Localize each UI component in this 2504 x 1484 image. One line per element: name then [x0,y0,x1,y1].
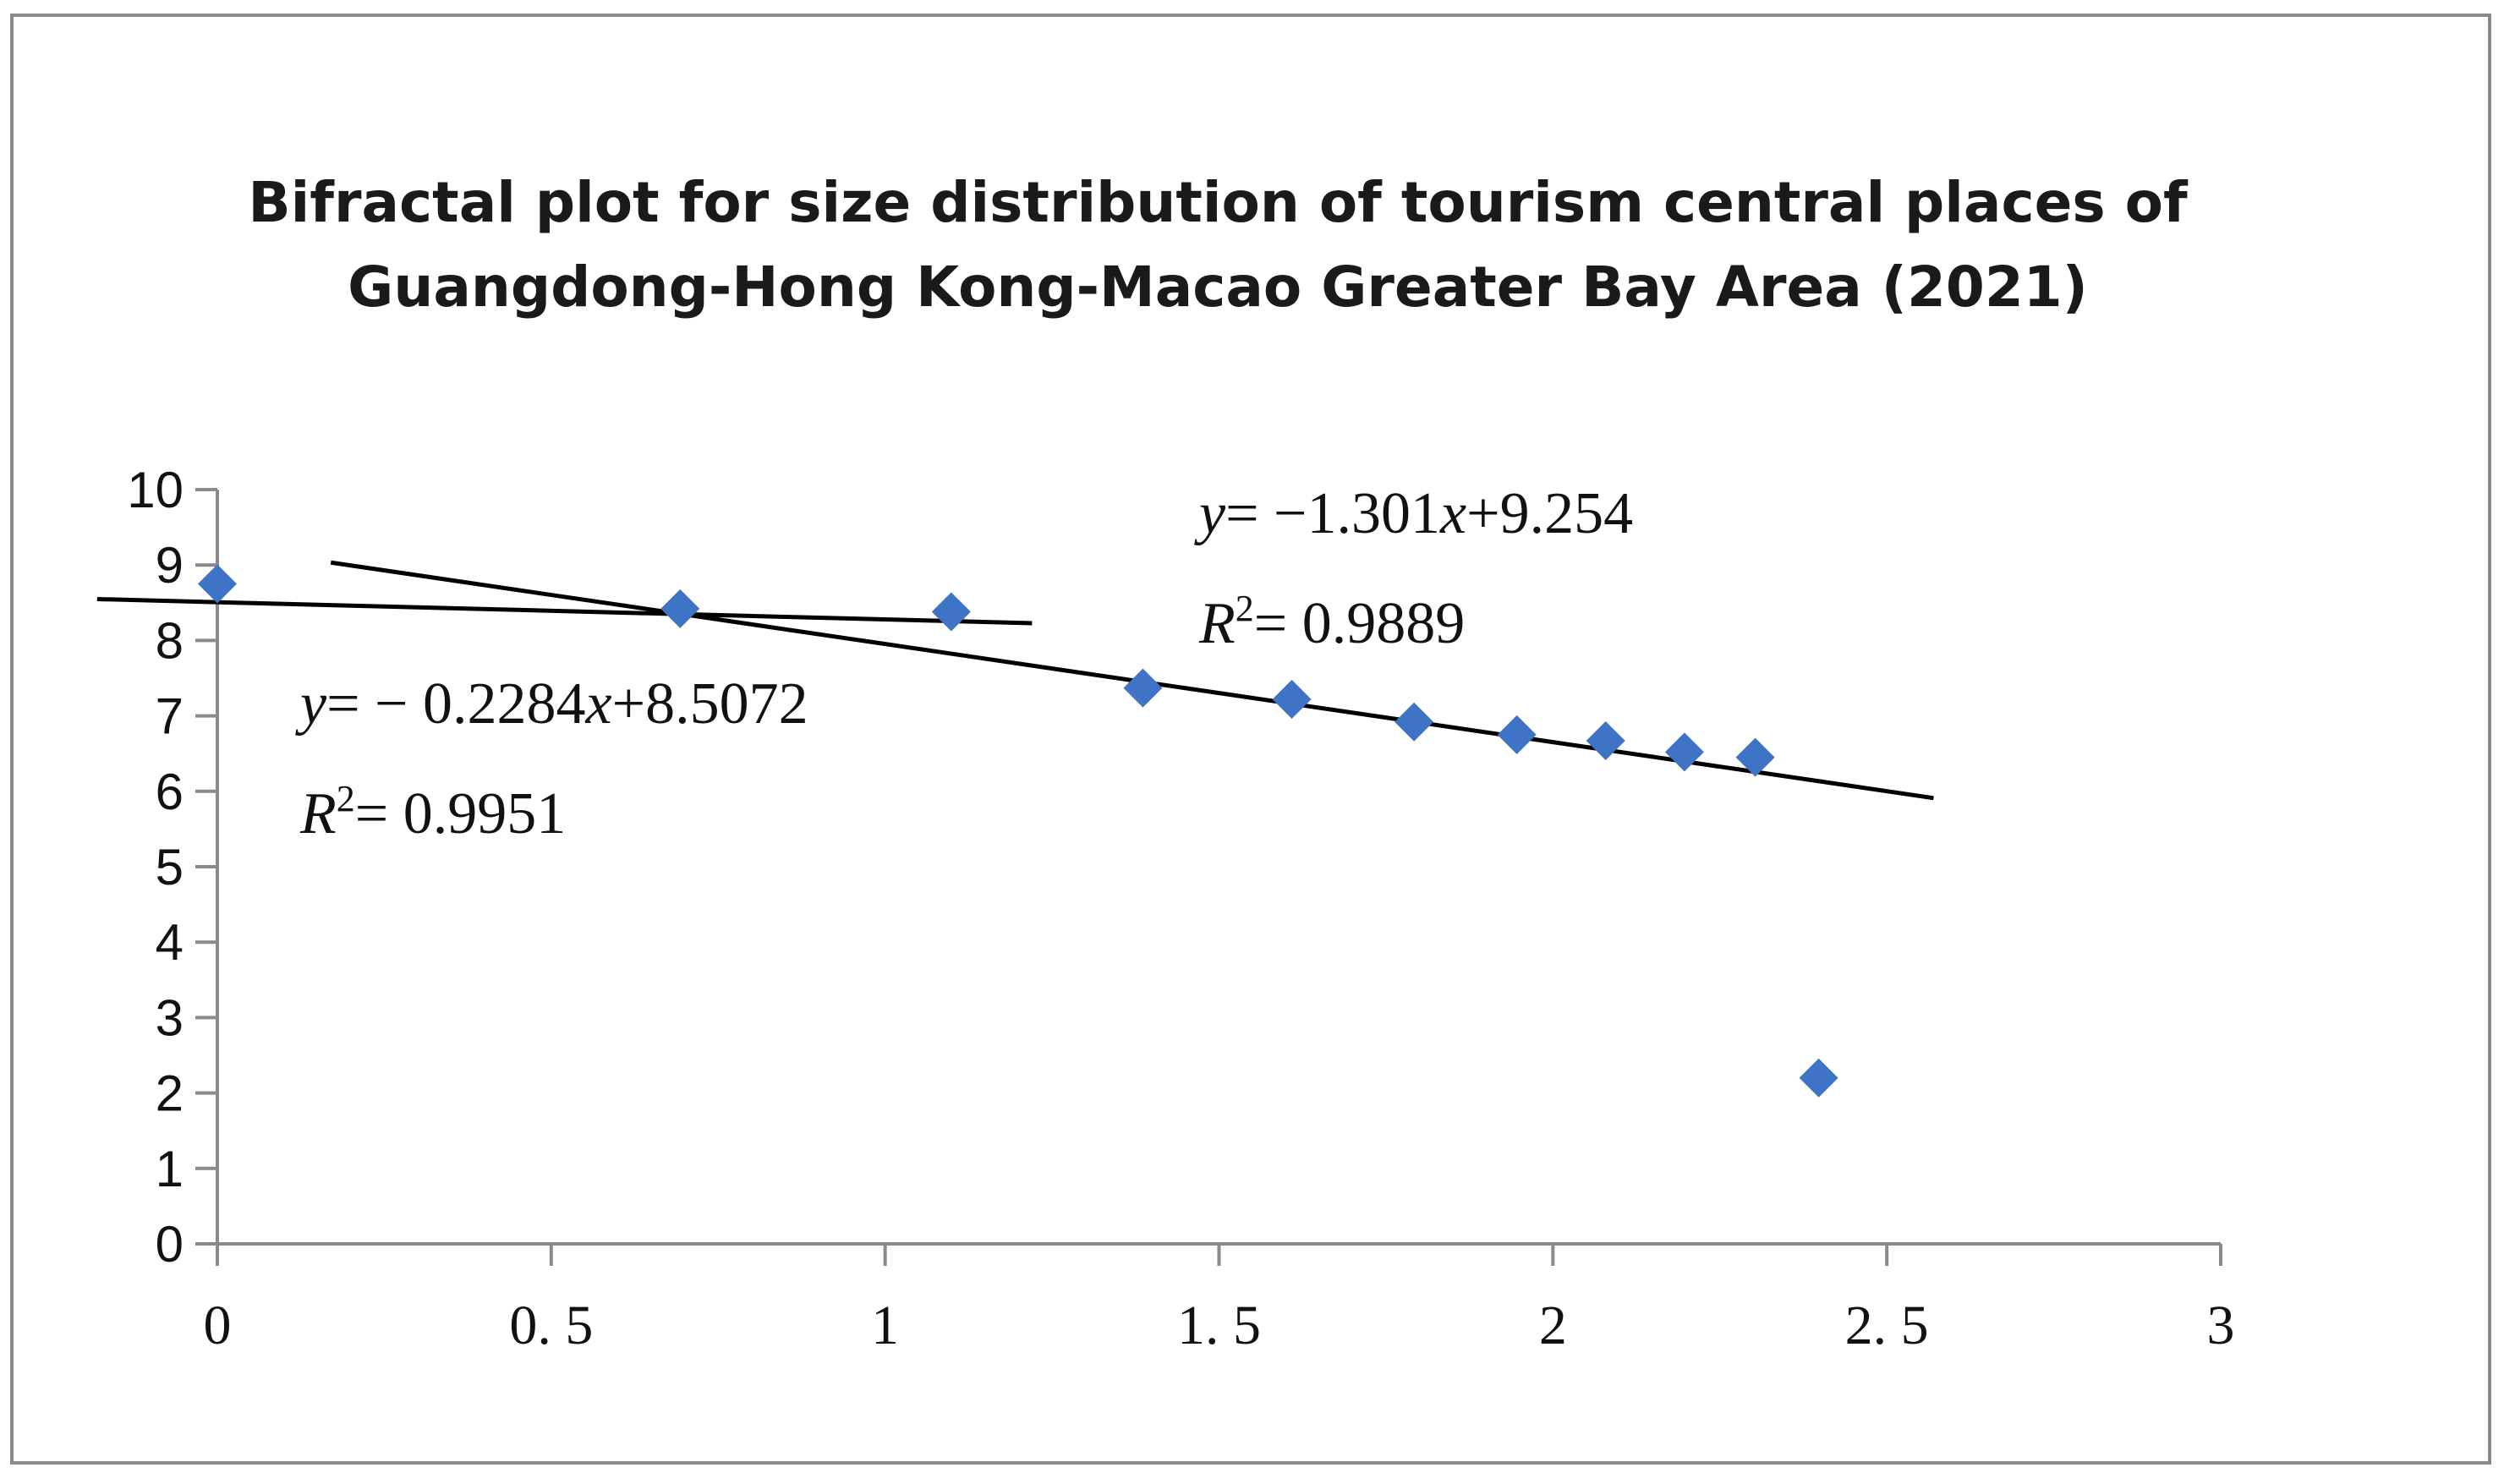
fit-1-eq-y: y [295,671,327,737]
fit-2-r2-sup: 2 [1236,588,1254,629]
data-point [1664,732,1704,772]
fit-1-eq-x: x [585,671,612,737]
fit-2-r2-r: R [1198,591,1236,656]
fit-1-eq-coef: = − 0.2284 [326,671,585,737]
fit-1-r2-r: R [299,781,337,846]
y-tick-label: 1 [156,1141,184,1197]
chart-title-line-2: Guangdong-Hong Kong-Macao Greater Bay Ar… [348,255,2088,320]
x-tick-label: 0. 5 [509,1295,593,1356]
x-tick-label: 0 [204,1295,232,1356]
y-tick-label: 8 [156,612,184,669]
fit-2-r2: R2= 0.9889 [1198,588,1465,656]
data-points [198,564,1838,1098]
fit-2-equation: y= −1.301x+9.254 [1194,481,1633,546]
fit-2-r2-value: = 0.9889 [1254,591,1465,656]
fit-1-r2-value: = 0.9951 [355,781,566,846]
data-point [1272,679,1312,719]
fit-2-eq-y: y [1194,481,1226,546]
data-point [1394,702,1434,742]
y-tick-label: 9 [156,537,184,594]
data-point [1497,715,1537,754]
chart-title-line-1: Bifractal plot for size distribution of … [248,170,2189,235]
x-tick-label: 2. 5 [1845,1295,1929,1356]
x-tick-label: 1 [871,1295,899,1356]
x-tick-label: 3 [2207,1295,2235,1356]
data-point [198,564,237,604]
y-tick-label: 4 [156,914,184,971]
axes: 0 1 2 3 4 5 6 7 8 9 10 0 0. 5 1 1. 5 2 2. 5 3 [127,462,2234,1356]
fit-2-eq-x: x [1439,481,1466,546]
y-tick-label: 6 [156,764,184,820]
y-tick-label: 3 [156,989,184,1046]
chart-border [10,14,2491,1465]
data-point [1123,668,1163,708]
y-tick-label: 10 [127,462,184,518]
fit-2-eq-intercept: +9.254 [1466,481,1633,546]
fit-2-eq-coef: = −1.301 [1225,481,1440,546]
fit-1-r2-sup: 2 [337,778,355,819]
data-point [1586,721,1625,761]
y-tick-label: 5 [156,839,184,895]
x-tick-label: 1. 5 [1177,1295,1261,1356]
y-tick-label: 0 [156,1216,184,1273]
data-point [660,589,700,628]
y-tick-label: 2 [156,1065,184,1122]
data-point [1735,737,1775,777]
data-point [1799,1058,1838,1098]
fit-1-r2: R2= 0.9951 [299,778,566,846]
fit-1-eq-intercept: +8.5072 [612,671,808,737]
data-point [931,592,971,632]
fit-1-equation: y= − 0.2284x+8.5072 [295,671,808,737]
y-tick-label: 7 [156,688,184,745]
x-tick-label: 2 [1539,1295,1567,1356]
trendline-1 [96,596,1033,626]
